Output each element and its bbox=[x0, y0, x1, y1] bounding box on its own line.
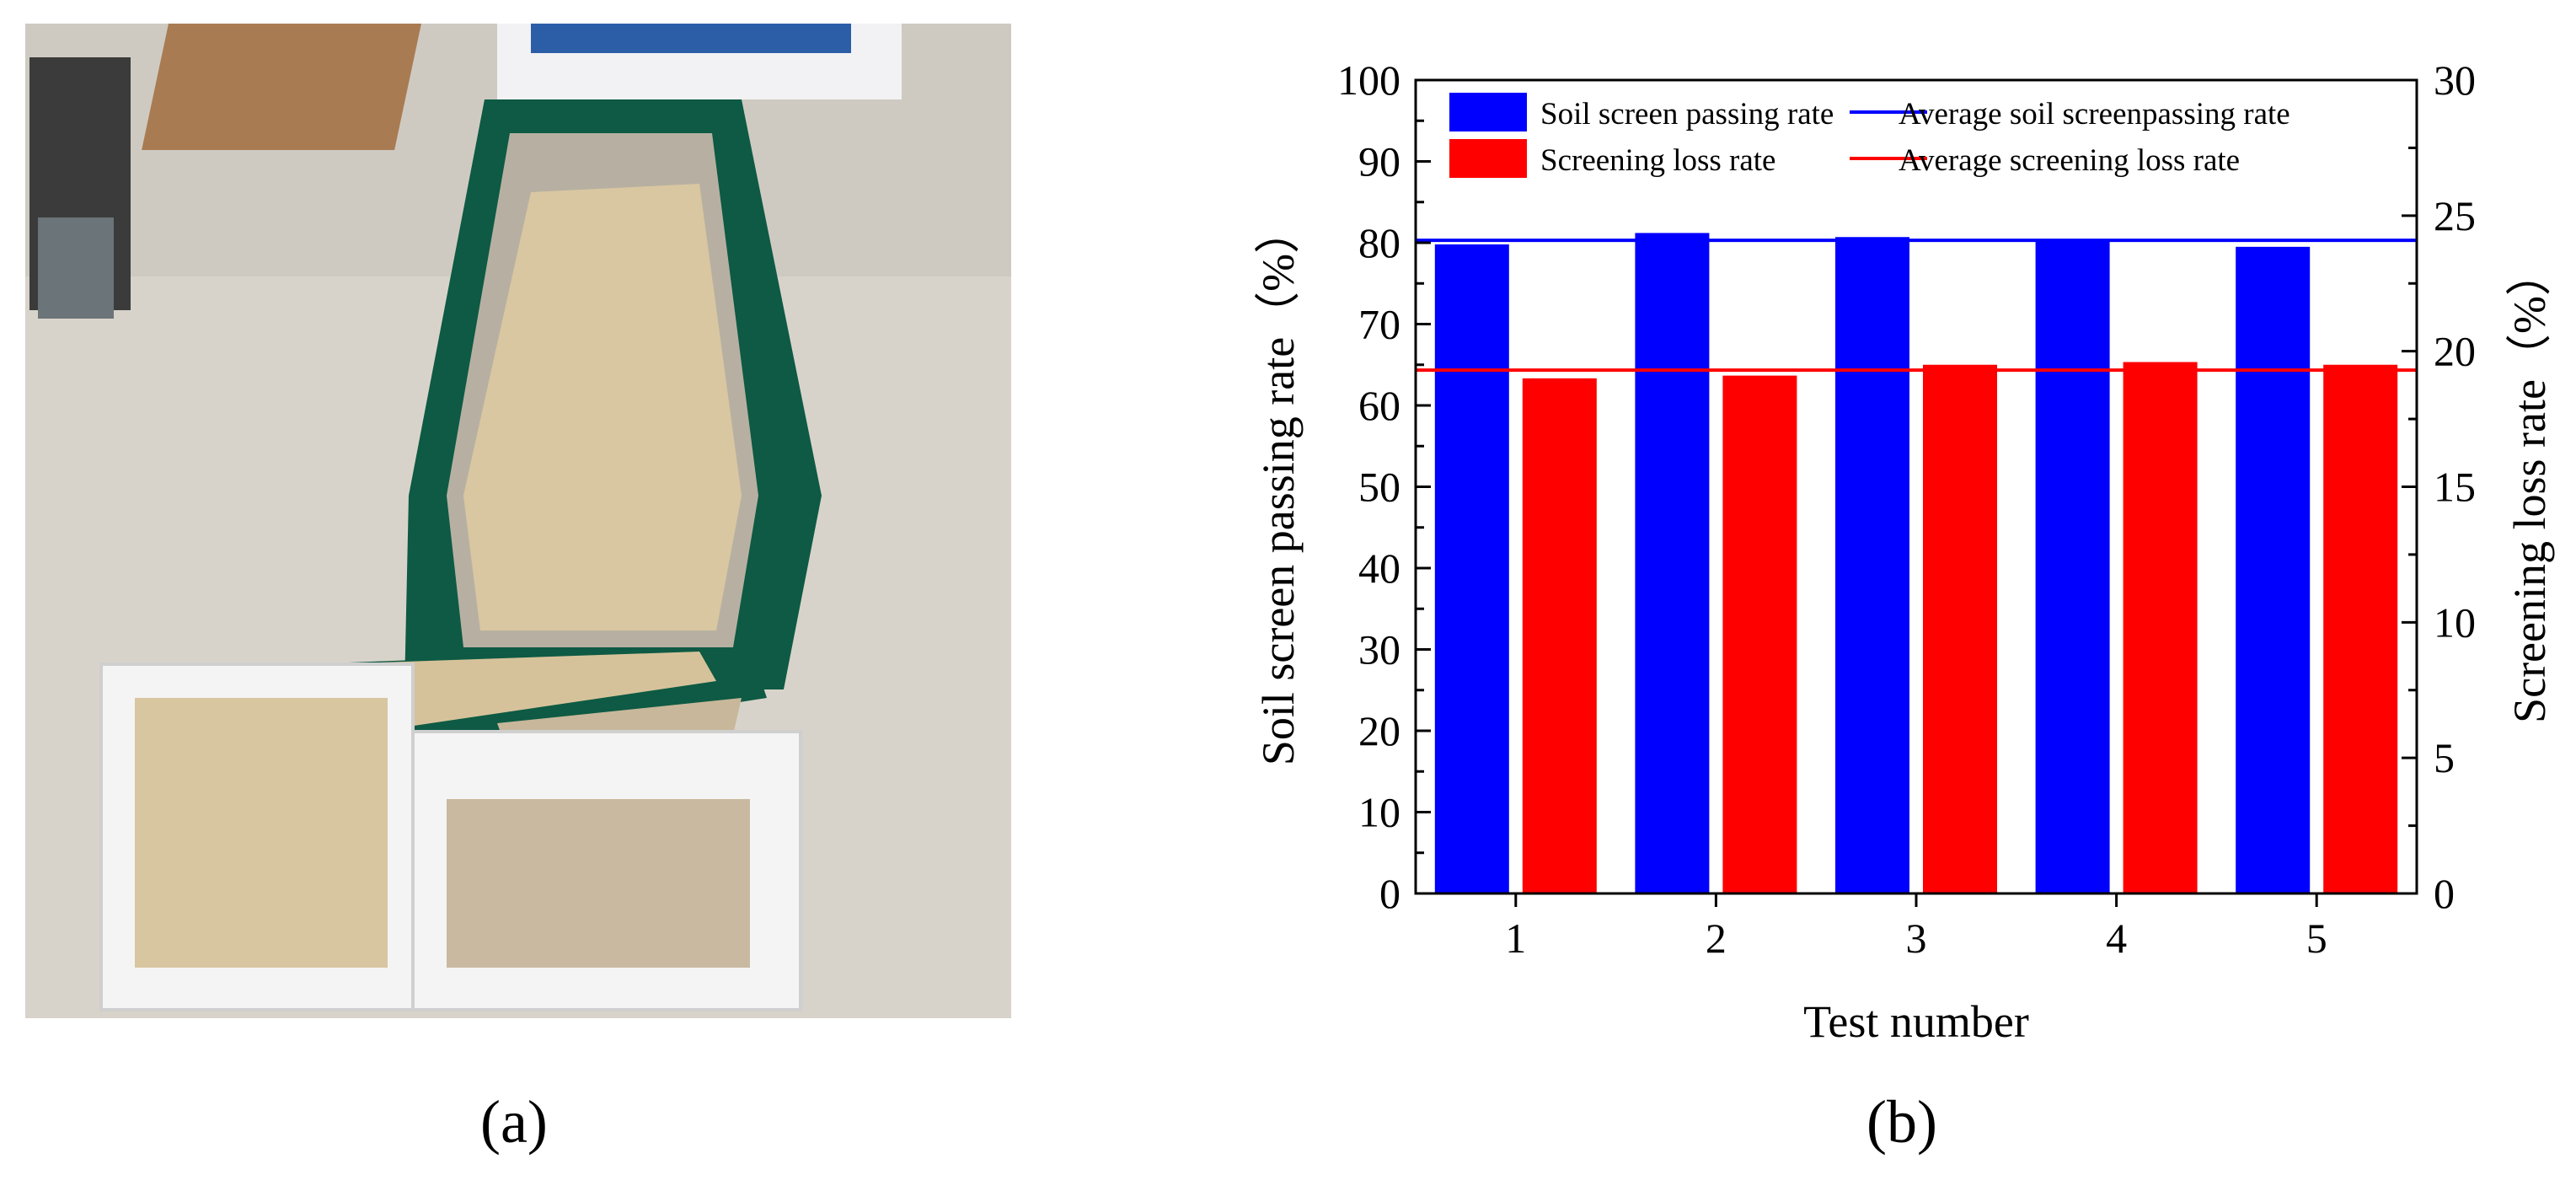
right-axis-tick-label: 20 bbox=[2434, 328, 2476, 375]
left-axis-tick-label: 80 bbox=[1358, 219, 1400, 266]
x-axis-tick-label: 3 bbox=[1906, 915, 1927, 962]
left-axis-tick-label: 50 bbox=[1358, 464, 1400, 511]
legend-label-3: Average screening loss rate bbox=[1899, 143, 2240, 178]
bar-screening-loss-rate-5 bbox=[2323, 364, 2398, 893]
left-axis-tick-label: 90 bbox=[1358, 138, 1400, 185]
left-axis-tick-label: 40 bbox=[1358, 545, 1400, 592]
right-axis-tick-label: 10 bbox=[2434, 598, 2476, 646]
x-axis-tick-label: 5 bbox=[2306, 915, 2327, 962]
photo-soil-screening-device bbox=[25, 24, 1011, 1018]
legend-swatch-0 bbox=[1449, 93, 1527, 131]
photo-chute-load bbox=[329, 652, 716, 736]
right-axis-title: Screening loss rate（%） bbox=[2504, 250, 2555, 723]
right-axis-tick-label: 30 bbox=[2434, 56, 2476, 104]
x-axis-title: Test number bbox=[1803, 996, 2029, 1047]
bar-screening-loss-rate-2 bbox=[1722, 375, 1797, 893]
x-axis-tick-label: 1 bbox=[1505, 915, 1526, 962]
photo-cardboard bbox=[142, 24, 421, 150]
photo-machine-left-body bbox=[38, 217, 114, 319]
left-axis-tick-label: 30 bbox=[1358, 626, 1400, 673]
right-axis-tick-label: 0 bbox=[2434, 870, 2455, 917]
left-axis-title: Soil screen passing rate（%） bbox=[1253, 208, 1304, 765]
left-axis-tick-label: 100 bbox=[1337, 56, 1400, 104]
photo-right-box-soil bbox=[447, 799, 750, 968]
left-axis-tick-label: 60 bbox=[1358, 382, 1400, 429]
bar-soil-screen-passing-rate-2 bbox=[1635, 233, 1710, 893]
legend-label-1: Average soil screenpassing rate bbox=[1899, 97, 2290, 131]
photo-blue-cabinet bbox=[531, 24, 851, 53]
right-axis-tick-label: 15 bbox=[2434, 464, 2476, 511]
right-axis-tick-label: 5 bbox=[2434, 734, 2455, 781]
bar-chart: 0 10 20 30 40 50 60 70 80 90 100 0 5 10 15 20 25 30 1 2 3 4 5 T… bbox=[1253, 56, 2555, 1047]
photo-left-box-clods bbox=[135, 698, 388, 968]
legend: Soil screen passing rate Average soil scr… bbox=[1449, 93, 2290, 178]
bar-screening-loss-rate-4 bbox=[2123, 362, 2198, 893]
plot-area: 0 10 20 30 40 50 60 70 80 90 100 0 5 10 15 20 25 30 1 2 3 4 5 T… bbox=[1253, 56, 2555, 1047]
left-axis-tick-label: 0 bbox=[1379, 870, 1400, 917]
panel-label-b: (b) bbox=[1866, 1088, 1937, 1156]
bar-screening-loss-rate-3 bbox=[1923, 364, 1997, 893]
bar-soil-screen-passing-rate-3 bbox=[1835, 237, 1909, 893]
left-axis-tick-label: 10 bbox=[1358, 789, 1400, 836]
x-axis-tick-label: 2 bbox=[1706, 915, 1727, 962]
panel-label-a: (a) bbox=[480, 1088, 548, 1156]
legend-label-0: Soil screen passing rate bbox=[1540, 97, 1834, 131]
bar-soil-screen-passing-rate-4 bbox=[2035, 240, 2110, 893]
legend-swatch-2 bbox=[1449, 139, 1527, 178]
right-axis-tick-label: 25 bbox=[2434, 192, 2476, 239]
photo-soil-clods bbox=[463, 184, 742, 630]
bar-soil-screen-passing-rate-1 bbox=[1434, 244, 1509, 893]
bar-soil-screen-passing-rate-5 bbox=[2236, 246, 2311, 893]
x-axis-tick-label: 4 bbox=[2106, 915, 2127, 962]
legend-label-2: Screening loss rate bbox=[1540, 143, 1775, 178]
left-axis-tick-label: 70 bbox=[1358, 301, 1400, 348]
left-axis-tick-label: 20 bbox=[1358, 707, 1400, 754]
bar-screening-loss-rate-1 bbox=[1522, 378, 1597, 893]
